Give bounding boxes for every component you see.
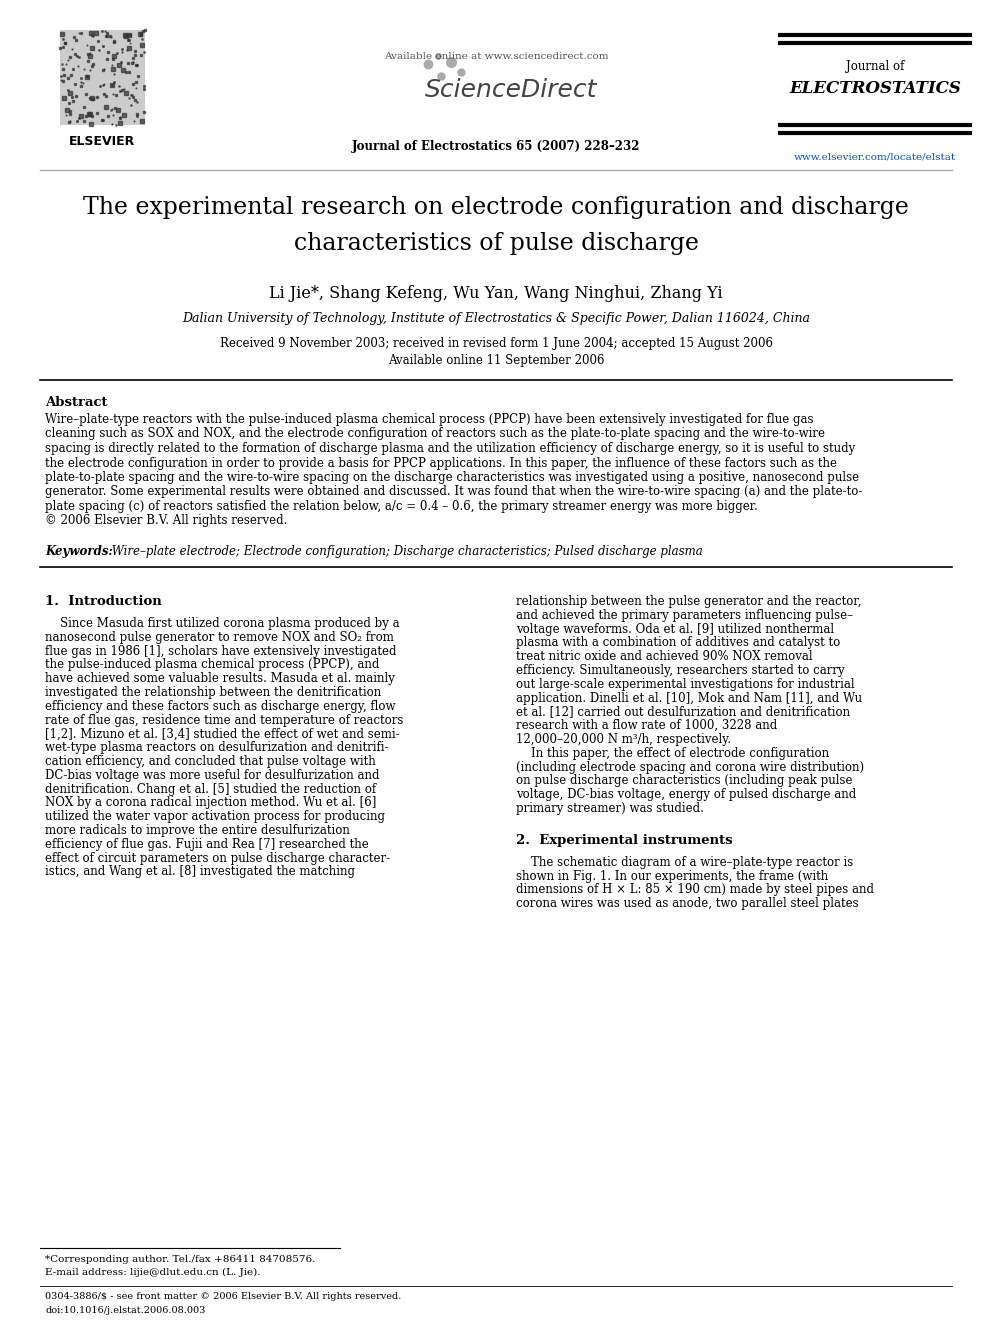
Text: plate-to-plate spacing and the wire-to-wire spacing on the discharge characteris: plate-to-plate spacing and the wire-to-w… bbox=[45, 471, 859, 484]
Text: istics, and Wang et al. [8] investigated the matching: istics, and Wang et al. [8] investigated… bbox=[45, 865, 355, 878]
Text: relationship between the pulse generator and the reactor,: relationship between the pulse generator… bbox=[516, 595, 861, 609]
Text: dimensions of H × L: 85 × 190 cm) made by steel pipes and: dimensions of H × L: 85 × 190 cm) made b… bbox=[516, 884, 874, 897]
Text: out large-scale experimental investigations for industrial: out large-scale experimental investigati… bbox=[516, 677, 855, 691]
Text: Journal of Electrostatics 65 (2007) 228–232: Journal of Electrostatics 65 (2007) 228–… bbox=[352, 140, 640, 153]
Text: [1,2]. Mizuno et al. [3,4] studied the effect of wet and semi-: [1,2]. Mizuno et al. [3,4] studied the e… bbox=[45, 728, 400, 741]
Text: generator. Some experimental results were obtained and discussed. It was found t: generator. Some experimental results wer… bbox=[45, 486, 862, 499]
Text: 1.  Introduction: 1. Introduction bbox=[45, 595, 162, 609]
Text: DC-bias voltage was more useful for desulfurization and: DC-bias voltage was more useful for desu… bbox=[45, 769, 380, 782]
Text: *Corresponding author. Tel./fax +86411 84708576.: *Corresponding author. Tel./fax +86411 8… bbox=[45, 1256, 315, 1263]
Text: 0304-3886/$ - see front matter © 2006 Elsevier B.V. All rights reserved.: 0304-3886/$ - see front matter © 2006 El… bbox=[45, 1293, 402, 1301]
Text: plasma with a combination of additives and catalyst to: plasma with a combination of additives a… bbox=[516, 636, 840, 650]
Text: efficiency of flue gas. Fujii and Rea [7] researched the: efficiency of flue gas. Fujii and Rea [7… bbox=[45, 837, 369, 851]
Text: denitrification. Chang et al. [5] studied the reduction of: denitrification. Chang et al. [5] studie… bbox=[45, 783, 376, 795]
Text: Since Masuda first utilized corona plasma produced by a: Since Masuda first utilized corona plasm… bbox=[45, 617, 400, 630]
Text: cation efficiency, and concluded that pulse voltage with: cation efficiency, and concluded that pu… bbox=[45, 755, 376, 767]
Text: E-mail address: lijie@dlut.edu.cn (L. Jie).: E-mail address: lijie@dlut.edu.cn (L. Ji… bbox=[45, 1267, 261, 1277]
Text: the pulse-induced plasma chemical process (PPCP), and: the pulse-induced plasma chemical proces… bbox=[45, 659, 379, 671]
Text: cleaning such as SOΧ and NOΧ, and the electrode configuration of reactors such a: cleaning such as SOΧ and NOΧ, and the el… bbox=[45, 427, 825, 441]
Text: Available online 11 September 2006: Available online 11 September 2006 bbox=[388, 355, 604, 366]
Text: (including electrode spacing and corona wire distribution): (including electrode spacing and corona … bbox=[516, 761, 864, 774]
Text: Received 9 November 2003; received in revised form 1 June 2004; accepted 15 Augu: Received 9 November 2003; received in re… bbox=[219, 337, 773, 351]
Text: ELECTROSTATICS: ELECTROSTATICS bbox=[789, 79, 961, 97]
Bar bbox=[60, 30, 145, 124]
Text: et al. [12] carried out desulfurization and denitrification: et al. [12] carried out desulfurization … bbox=[516, 705, 850, 718]
Text: Available online at www.sciencedirect.com: Available online at www.sciencedirect.co… bbox=[384, 52, 608, 61]
Text: voltage waveforms. Oda et al. [9] utilized nonthermal: voltage waveforms. Oda et al. [9] utiliz… bbox=[516, 623, 834, 635]
Text: have achieved some valuable results. Masuda et al. mainly: have achieved some valuable results. Mas… bbox=[45, 672, 395, 685]
Text: In this paper, the effect of electrode configuration: In this paper, the effect of electrode c… bbox=[516, 746, 829, 759]
Text: effect of circuit parameters on pulse discharge character-: effect of circuit parameters on pulse di… bbox=[45, 852, 390, 865]
Text: Wire–plate-type reactors with the pulse-induced plasma chemical process (PPCP) h: Wire–plate-type reactors with the pulse-… bbox=[45, 413, 813, 426]
Text: efficiency. Simultaneously, researchers started to carry: efficiency. Simultaneously, researchers … bbox=[516, 664, 844, 677]
Text: on pulse discharge characteristics (including peak pulse: on pulse discharge characteristics (incl… bbox=[516, 774, 852, 787]
Text: plate spacing (c) of reactors satisfied the relation below, a/c = 0.4 – 0.6, the: plate spacing (c) of reactors satisfied … bbox=[45, 500, 758, 513]
Text: investigated the relationship between the denitrification: investigated the relationship between th… bbox=[45, 687, 381, 699]
Text: www.elsevier.com/locate/elstat: www.elsevier.com/locate/elstat bbox=[794, 153, 956, 161]
Text: The schematic diagram of a wire–plate-type reactor is: The schematic diagram of a wire–plate-ty… bbox=[516, 856, 853, 869]
Text: primary streamer) was studied.: primary streamer) was studied. bbox=[516, 802, 704, 815]
Text: ELSEVIER: ELSEVIER bbox=[69, 135, 136, 148]
Text: and achieved the primary parameters influencing pulse–: and achieved the primary parameters infl… bbox=[516, 609, 853, 622]
Text: Dalian University of Technology, Institute of Electrostatics & Specific Power, D: Dalian University of Technology, Institu… bbox=[182, 312, 810, 325]
Text: the electrode configuration in order to provide a basis for PPCP applications. I: the electrode configuration in order to … bbox=[45, 456, 837, 470]
Text: wet-type plasma reactors on desulfurization and denitrifi-: wet-type plasma reactors on desulfurizat… bbox=[45, 741, 389, 754]
Text: 2.  Experimental instruments: 2. Experimental instruments bbox=[516, 833, 733, 847]
Text: shown in Fig. 1. In our experiments, the frame (with: shown in Fig. 1. In our experiments, the… bbox=[516, 869, 828, 882]
Text: Keywords:: Keywords: bbox=[45, 545, 113, 558]
Text: rate of flue gas, residence time and temperature of reactors: rate of flue gas, residence time and tem… bbox=[45, 713, 404, 726]
Text: nanosecond pulse generator to remove NOΧ and SO₂ from: nanosecond pulse generator to remove NOΧ… bbox=[45, 631, 394, 644]
Text: characteristics of pulse discharge: characteristics of pulse discharge bbox=[294, 232, 698, 255]
Text: Wire–plate electrode; Electrode configuration; Discharge characteristics; Pulsed: Wire–plate electrode; Electrode configur… bbox=[108, 545, 702, 558]
Text: spacing is directly related to the formation of discharge plasma and the utiliza: spacing is directly related to the forma… bbox=[45, 442, 855, 455]
Text: corona wires was used as anode, two parallel steel plates: corona wires was used as anode, two para… bbox=[516, 897, 859, 910]
Text: The experimental research on electrode configuration and discharge: The experimental research on electrode c… bbox=[83, 196, 909, 220]
Text: doi:10.1016/j.elstat.2006.08.003: doi:10.1016/j.elstat.2006.08.003 bbox=[45, 1306, 205, 1315]
Text: voltage, DC-bias voltage, energy of pulsed discharge and: voltage, DC-bias voltage, energy of puls… bbox=[516, 789, 856, 802]
Text: efficiency and these factors such as discharge energy, flow: efficiency and these factors such as dis… bbox=[45, 700, 396, 713]
Text: 12,000–20,000 N m³/h, respectively.: 12,000–20,000 N m³/h, respectively. bbox=[516, 733, 731, 746]
Text: utilized the water vapor activation process for producing: utilized the water vapor activation proc… bbox=[45, 810, 385, 823]
Text: more radicals to improve the entire desulfurization: more radicals to improve the entire desu… bbox=[45, 824, 350, 837]
Text: © 2006 Elsevier B.V. All rights reserved.: © 2006 Elsevier B.V. All rights reserved… bbox=[45, 515, 288, 528]
Text: NOΧ by a corona radical injection method. Wu et al. [6]: NOΧ by a corona radical injection method… bbox=[45, 796, 376, 810]
Text: Li Jie*, Shang Kefeng, Wu Yan, Wang Ninghui, Zhang Yi: Li Jie*, Shang Kefeng, Wu Yan, Wang Ning… bbox=[269, 284, 723, 302]
Text: research with a flow rate of 1000, 3228 and: research with a flow rate of 1000, 3228 … bbox=[516, 720, 778, 732]
Text: ScienceDirect: ScienceDirect bbox=[425, 78, 597, 102]
Text: flue gas in 1986 [1], scholars have extensively investigated: flue gas in 1986 [1], scholars have exte… bbox=[45, 644, 397, 658]
Text: application. Dinelli et al. [10], Mok and Nam [11], and Wu: application. Dinelli et al. [10], Mok an… bbox=[516, 692, 862, 705]
Text: treat nitric oxide and achieved 90% NOΧ removal: treat nitric oxide and achieved 90% NOΧ … bbox=[516, 650, 812, 663]
Text: Journal of: Journal of bbox=[846, 60, 904, 73]
Text: Abstract: Abstract bbox=[45, 396, 107, 409]
